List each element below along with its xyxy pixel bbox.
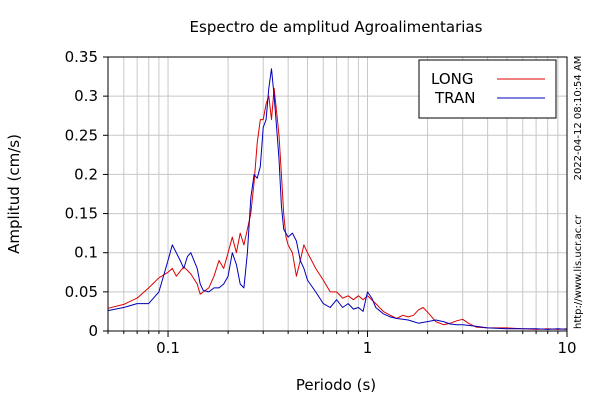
y-tick-label: 0.15	[65, 205, 98, 223]
y-tick-label: 0.35	[65, 48, 98, 66]
legend: LONG TRAN	[418, 59, 557, 119]
source-url-text: http://www.lis.ucr.ac.cr	[573, 214, 584, 329]
x-axis-label: Periodo (s)	[296, 376, 376, 394]
y-tick-label: 0.1	[74, 244, 98, 262]
y-axis-label: Amplitud (cm/s)	[5, 134, 23, 254]
x-tick-label: 1	[363, 339, 373, 357]
legend-label-tran: TRAN	[434, 89, 475, 107]
timestamp-text: 2022-04-12 08:10:54 AM	[573, 56, 584, 181]
series-lines	[107, 68, 568, 330]
series-line-long	[107, 87, 568, 330]
legend-box	[418, 59, 557, 119]
y-tick-label: 0.05	[65, 283, 98, 301]
x-tick-label: 0.1	[156, 339, 180, 357]
x-tick-label: 10	[557, 339, 576, 357]
y-tick-label: 0.25	[65, 126, 98, 144]
y-tick-label: 0.3	[74, 87, 98, 105]
chart-title: Espectro de amplitud Agroalimentarias	[190, 18, 483, 36]
axes: 0.1 1 10 0 0.05 0.1 0.15 0.2 0.25 0.3 0.35	[65, 48, 577, 357]
y-tick-label: 0	[88, 322, 98, 340]
plot-frame	[107, 56, 568, 332]
legend-label-long: LONG	[431, 70, 473, 88]
y-tick-label: 0.2	[74, 165, 98, 183]
series-line-tran	[107, 68, 568, 330]
